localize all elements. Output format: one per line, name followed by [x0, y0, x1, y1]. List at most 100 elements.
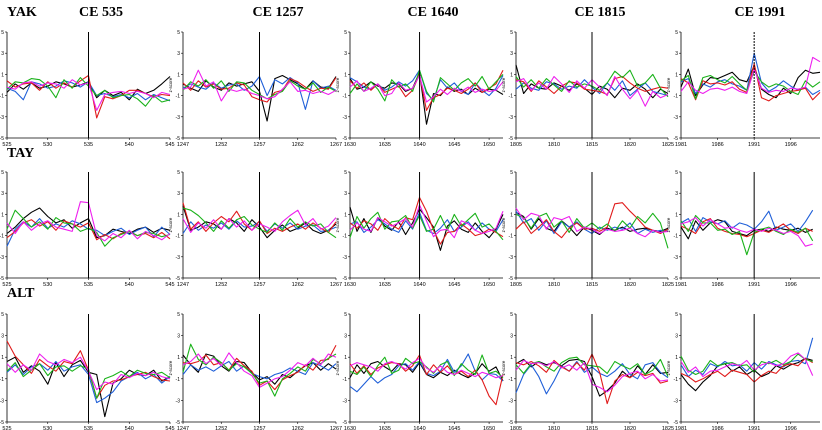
panel-r0-c2-ytick-label: 5: [344, 30, 347, 36]
panel-r1-c1-xtick-label: 1257: [253, 282, 265, 288]
panel-r2-c1-ytick-label: -5: [176, 420, 181, 426]
panel-r2-c3-xtick-label: 1825: [662, 426, 674, 430]
panel-r0-c3-ytick-label: -5: [509, 136, 514, 142]
panel-r1-c4-ytick-label: 5: [675, 170, 678, 176]
panel-r1-c4-xtick-label: 1986: [711, 282, 723, 288]
row-label-alt: ALT: [7, 286, 35, 301]
panel-r1-c4-series-3-line: [680, 214, 814, 256]
panel-r1-c1-xtick-label: 1247: [177, 282, 189, 288]
panel-r1-c1-y-axis-label: z-score: [168, 217, 173, 232]
panel-r2-c4-ytick-label: 3: [675, 334, 678, 340]
panel-r1-c2-ytick-label: -3: [343, 255, 348, 261]
panel-r2-c1-xtick-label: 1262: [292, 426, 304, 430]
panel-r0-c4-series-1-line: [680, 52, 821, 96]
panel-r2-c3-ytick-label: 5: [510, 312, 513, 318]
panel-r0-c0-xtick-label: 540: [125, 142, 134, 148]
panel-r1-c3-xtick-label: 1805: [510, 282, 522, 288]
panel-r2-c4-series-1-line: [680, 337, 814, 378]
panel-r1-c4-ytick-label: 1: [675, 212, 678, 218]
row-label-tay: TAY: [7, 146, 34, 161]
panel-r0-c2-ytick-label: -1: [343, 94, 348, 100]
panel-r2-c3-ytick-label: 3: [510, 334, 513, 340]
panel-r2-c2-ytick-label: -3: [343, 398, 348, 404]
panel-r2-c2-xtick-label: 1640: [413, 426, 425, 430]
panel-r0-c4-xtick-label: 1991: [748, 142, 760, 148]
panel-r2-c0-ytick-label: 1: [1, 355, 4, 361]
panel-r2-c1-ytick-label: -1: [176, 377, 181, 383]
panel-r2-c4-xtick-label: 1981: [675, 426, 687, 430]
panel-r1-c3-ytick-label: 1: [510, 212, 513, 218]
panel-r0-c1-ytick-label: -5: [176, 136, 181, 142]
panel-r2-c0-ytick-label: -3: [0, 398, 4, 404]
panel-r1-c2-ytick-label: -5: [343, 276, 348, 282]
panel-r2-c2-xtick-label: 1630: [344, 426, 356, 430]
panel-r1-c3-xtick-label: 1810: [548, 282, 560, 288]
panel-r2-c1-y-axis-label: z-score: [168, 360, 173, 375]
panel-r0-c1-xtick-label: 1267: [330, 142, 342, 148]
panel-r1-c0-ytick-label: 1: [1, 212, 4, 218]
panel-r0-c0-xtick-label: 530: [43, 142, 52, 148]
panel-r2-c3-xtick-label: 1805: [510, 426, 522, 430]
panel-r1-c4-series-1-line: [680, 209, 814, 232]
panel-r0-c2-series-1-line: [349, 69, 504, 101]
panel-r0-c2-series-3-line: [349, 69, 504, 103]
panel-r2-c4-xtick-label: 1986: [711, 426, 723, 430]
panel-r2-c2-series-2-line: [349, 354, 504, 406]
panel-r1-c1-ytick-label: 5: [177, 170, 180, 176]
panel-r1-c3-ytick-label: -1: [509, 234, 514, 240]
panel-r1-c2-ytick-label: 1: [344, 212, 347, 218]
panel-r0-c1-ytick-label: -1: [176, 94, 181, 100]
panel-r2-c1-xtick-label: 1247: [177, 426, 189, 430]
panel-r0-c0-ytick-label: -1: [0, 94, 4, 100]
panel-r0-c2-xtick-label: 1650: [483, 142, 495, 148]
panel-r1-c3-xtick-label: 1815: [586, 282, 598, 288]
panel-r1-c0-xtick-label: 530: [43, 282, 52, 288]
panel-r1-c0-xtick-label: 540: [125, 282, 134, 288]
panel-r2-c3-ytick-label: -5: [509, 420, 514, 426]
column-title-535: CE 535: [79, 5, 123, 20]
panel-r2-c1-ytick-label: 1: [177, 355, 180, 361]
panel-r0-c3-xtick-label: 1815: [586, 142, 598, 148]
panel-r2-c2-xtick-label: 1645: [448, 426, 460, 430]
panel-r2-c2-ytick-label: 1: [344, 355, 347, 361]
panel-r1-c0-xtick-label: 535: [84, 282, 93, 288]
panel-r2-c2-series-4-line: [349, 357, 504, 379]
panel-r0-c3-ytick-label: 3: [510, 51, 513, 57]
panel-r1-c4-series-4-line: [680, 217, 813, 247]
panel-r1-c2-xtick-label: 1630: [344, 282, 356, 288]
panel-r2-c2-xtick-label: 1650: [483, 426, 495, 430]
panel-r0-c4-ytick-label: 1: [675, 72, 678, 78]
panel-r2-c4-ytick-label: -1: [674, 377, 679, 383]
panel-r2-c1-ytick-label: 5: [177, 312, 180, 318]
panel-r1-c2-series-2-line: [349, 196, 504, 245]
panel-r0-c2-ytick-label: -3: [343, 115, 348, 121]
panel-r0-c0-ytick-label: 1: [1, 72, 4, 78]
panel-r2-c2-y-axis-label: z-score: [335, 360, 340, 375]
panel-r2-c0-xtick-label: 540: [125, 426, 134, 430]
panel-r0-c4-series-4-line: [680, 56, 821, 95]
panel-r0-c4-series-2-line: [680, 63, 821, 102]
panel-r2-c0-ytick-label: 3: [1, 334, 4, 340]
panel-r0-c4-xtick-label: 1981: [675, 142, 687, 148]
panel-r1-c2-xtick-label: 1640: [413, 282, 425, 288]
panel-r1-c4-ytick-label: 3: [675, 191, 678, 197]
panel-r0-c4-ytick-label: 3: [675, 51, 678, 57]
panel-r1-c3-ytick-label: 5: [510, 170, 513, 176]
panel-r0-c4-ytick-label: -1: [674, 94, 679, 100]
panel-r2-c0-xtick-label: 525: [2, 426, 11, 430]
panel-r2-c1-xtick-label: 1267: [330, 426, 342, 430]
panel-r2-c2-ytick-label: -5: [343, 420, 348, 426]
panel-r1-c1-ytick-label: 1: [177, 212, 180, 218]
panel-r2-c4-ytick-label: 5: [675, 312, 678, 318]
panel-r1-c3-ytick-label: -5: [509, 276, 514, 282]
panel-r1-c2-y-axis-label: z-score: [335, 217, 340, 232]
panel-r1-c1-xtick-label: 1262: [292, 282, 304, 288]
panel-r2-c4-xtick-label: 1991: [748, 426, 760, 430]
panel-r0-c0-ytick-label: -3: [0, 115, 4, 121]
panel-r2-c1-ytick-label: -3: [176, 398, 181, 404]
panel-r1-c1-ytick-label: -1: [176, 234, 181, 240]
panel-r2-c3-ytick-label: -1: [509, 377, 514, 383]
panel-r0-c1-xtick-label: 1252: [215, 142, 227, 148]
panel-r0-c2-series-4-line: [349, 74, 504, 103]
